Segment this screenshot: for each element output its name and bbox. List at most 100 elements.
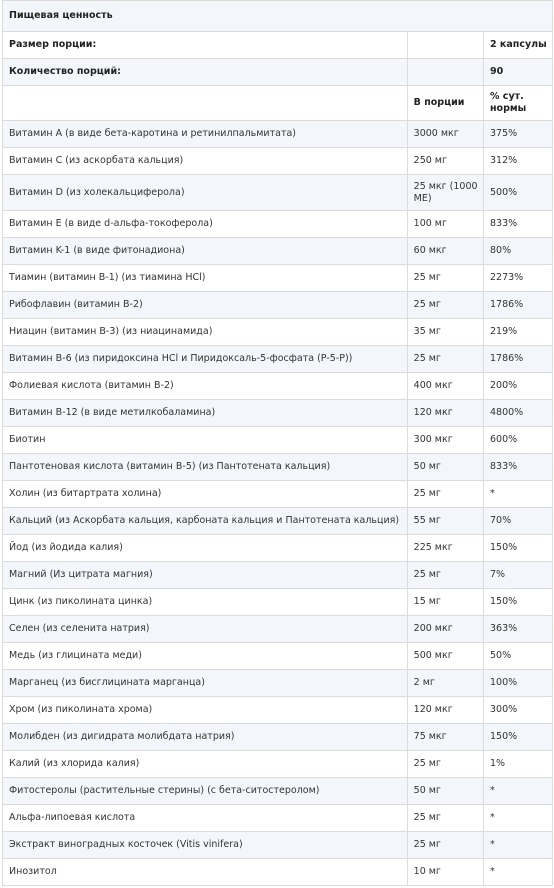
nutrient-daily-value: 150%	[482, 588, 554, 616]
table-row: Хром (из пиколината хрома) 120 мкг 300%	[2, 696, 554, 724]
nutrient-daily-value: *	[482, 858, 554, 886]
nutrient-amount: 60 мкг	[406, 237, 484, 265]
serving-size-empty	[406, 31, 484, 59]
nutrient-amount: 3000 мкг	[406, 120, 484, 148]
table-row: Селен (из селенита натрия) 200 мкг 363%	[2, 615, 554, 643]
nutrient-name: Калий (из хлорида калия)	[2, 750, 408, 778]
table-row: Йод (из йодида калия) 225 мкг 150%	[2, 534, 554, 562]
table-row: Витамин A (в виде бета-каротина и ретини…	[2, 120, 554, 148]
nutrient-amount: 2 мг	[406, 669, 484, 697]
nutrient-name: Витамин D (из холекальциферола)	[2, 174, 408, 211]
nutrient-daily-value: 375%	[482, 120, 554, 148]
servings-count-value: 90	[482, 58, 554, 86]
nutrient-daily-value: 80%	[482, 237, 554, 265]
nutrient-daily-value: 150%	[482, 534, 554, 562]
nutrient-name: Молибден (из дигидрата молибдата натрия)	[2, 723, 408, 751]
nutrient-amount: 120 мкг	[406, 399, 484, 427]
nutrient-daily-value: 363%	[482, 615, 554, 643]
nutrient-amount: 100 мг	[406, 210, 484, 238]
nutrient-daily-value: 2273%	[482, 264, 554, 292]
nutrient-name: Йод (из йодида калия)	[2, 534, 408, 562]
table-row: Витамин E (в виде d-альфа-токоферола) 100…	[2, 210, 554, 238]
nutrient-name: Пантотеновая кислота (витамин B-5) (из П…	[2, 453, 408, 481]
nutrient-amount: 25 мг	[406, 291, 484, 319]
nutrient-daily-value: 150%	[482, 723, 554, 751]
table-row: Ниацин (витамин B-3) (из ниацинамида) 35 …	[2, 318, 554, 346]
nutrient-amount: 10 мг	[406, 858, 484, 886]
nutrient-daily-value: 600%	[482, 426, 554, 454]
nutrient-amount: 25 мг	[406, 345, 484, 373]
table-title: Пищевая ценность	[2, 0, 553, 32]
table-row: Экстракт виноградных косточек (Vitis vin…	[2, 831, 554, 859]
nutrient-daily-value: *	[482, 831, 554, 859]
nutrient-amount: 120 мкг	[406, 696, 484, 724]
nutrient-daily-value: *	[482, 777, 554, 805]
serving-size-value: 2 капсулы	[482, 31, 554, 59]
nutrient-name: Марганец (из бисглицината марганца)	[2, 669, 408, 697]
servings-count-empty	[406, 58, 484, 86]
table-row: Цинк (из пиколината цинка) 15 мг 150%	[2, 588, 554, 616]
nutrient-daily-value: 312%	[482, 147, 554, 175]
table-row: Рибофлавин (витамин B-2) 25 мг 1786%	[2, 291, 554, 319]
nutrient-daily-value: 100%	[482, 669, 554, 697]
nutrient-name: Витамин C (из аскорбата кальция)	[2, 147, 408, 175]
nutrient-amount: 500 мкг	[406, 642, 484, 670]
table-row: Витамин K-1 (в виде фитонадиона) 60 мкг 80…	[2, 237, 554, 265]
nutrient-name: Экстракт виноградных косточек (Vitis vin…	[2, 831, 408, 859]
nutrient-amount: 15 мг	[406, 588, 484, 616]
nutrient-daily-value: 1%	[482, 750, 554, 778]
column-header-daily-value: % сут. нормы	[482, 85, 554, 121]
nutrient-name: Витамин A (в виде бета-каротина и ретини…	[2, 120, 408, 148]
nutrient-amount: 25 мкг (1000 МЕ)	[406, 174, 484, 211]
nutrient-daily-value: 500%	[482, 174, 554, 211]
nutrient-name: Альфа-липоевая кислота	[2, 804, 408, 832]
nutrient-name: Биотин	[2, 426, 408, 454]
nutrient-amount: 300 мкг	[406, 426, 484, 454]
nutrient-name: Витамин K-1 (в виде фитонадиона)	[2, 237, 408, 265]
column-header-per-serving: В порции	[406, 85, 484, 121]
column-header-row: В порции % сут. нормы	[2, 85, 554, 121]
nutrient-name: Кальций (из Аскорбата кальция, карбоната…	[2, 507, 408, 535]
table-row: Кальций (из Аскорбата кальция, карбоната…	[2, 507, 554, 535]
nutrient-name: Витамин B-12 (в виде метилкобаламина)	[2, 399, 408, 427]
nutrient-daily-value: *	[482, 480, 554, 508]
nutrient-name: Магний (Из цитрата магния)	[2, 561, 408, 589]
table-row: Витамин B-12 (в виде метилкобаламина) 120…	[2, 399, 554, 427]
table-row: Калий (из хлорида калия) 25 мг 1%	[2, 750, 554, 778]
nutrient-name: Фолиевая кислота (витамин B-2)	[2, 372, 408, 400]
table-row: Магний (Из цитрата магния) 25 мг 7%	[2, 561, 554, 589]
table-row: Инозитол 10 мг *	[2, 858, 554, 886]
nutrient-amount: 35 мг	[406, 318, 484, 346]
nutrient-amount: 50 мг	[406, 777, 484, 805]
nutrient-amount: 25 мг	[406, 750, 484, 778]
table-row: Биотин 300 мкг 600%	[2, 426, 554, 454]
nutrient-name: Витамин B-6 (из пиридоксина HCl и Пиридо…	[2, 345, 408, 373]
table-row: Пантотеновая кислота (витамин B-5) (из П…	[2, 453, 554, 481]
table-row: Медь (из глицината меди) 500 мкг 50%	[2, 642, 554, 670]
nutrient-amount: 25 мг	[406, 804, 484, 832]
nutrient-amount: 25 мг	[406, 831, 484, 859]
nutrient-daily-value: 1786%	[482, 345, 554, 373]
table-row: Витамин D (из холекальциферола) 25 мкг (1…	[2, 174, 554, 211]
nutrient-daily-value: 833%	[482, 453, 554, 481]
nutrient-daily-value: 70%	[482, 507, 554, 535]
table-row: Холин (из битартрата холина) 25 мг *	[2, 480, 554, 508]
nutrient-amount: 225 мкг	[406, 534, 484, 562]
nutrient-daily-value: 300%	[482, 696, 554, 724]
nutrient-amount: 200 мкг	[406, 615, 484, 643]
nutrient-name: Рибофлавин (витамин B-2)	[2, 291, 408, 319]
nutrient-name: Медь (из глицината меди)	[2, 642, 408, 670]
nutrient-daily-value: 1786%	[482, 291, 554, 319]
nutrient-daily-value: *	[482, 804, 554, 832]
nutrient-daily-value: 7%	[482, 561, 554, 589]
nutrient-name: Селен (из селенита натрия)	[2, 615, 408, 643]
table-title-row: Пищевая ценность	[2, 0, 553, 32]
nutrient-amount: 250 мг	[406, 147, 484, 175]
nutrient-name: Инозитол	[2, 858, 408, 886]
nutrient-amount: 55 мг	[406, 507, 484, 535]
table-row: Витамин B-6 (из пиридоксина HCl и Пиридо…	[2, 345, 554, 373]
nutrient-amount: 50 мг	[406, 453, 484, 481]
table-row: Молибден (из дигидрата молибдата натрия)…	[2, 723, 554, 751]
